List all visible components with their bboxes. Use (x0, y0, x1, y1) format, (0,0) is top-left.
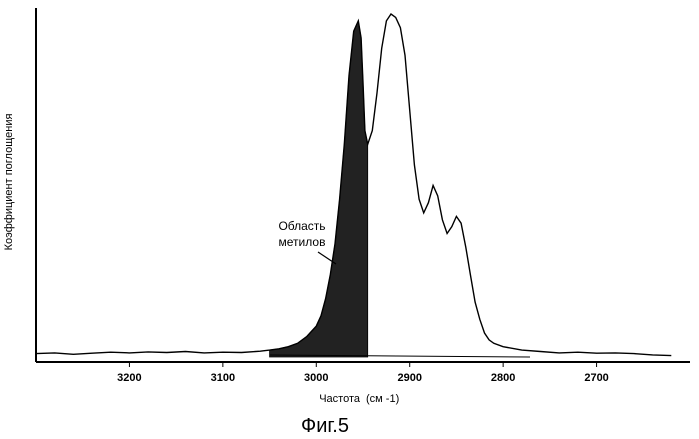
methyl-region-fill (270, 21, 368, 357)
x-tick-label: 3000 (304, 372, 328, 384)
figure-caption: Фиг.5 (301, 415, 349, 437)
x-axis-unit: (см -1) (366, 393, 399, 405)
annotation-line1: Область (278, 219, 325, 233)
x-tick-label: 3100 (211, 372, 235, 384)
x-axis-label: Частота (319, 393, 361, 405)
annotation-line2: метилов (279, 235, 326, 249)
x-tick-labels: 3200 3100 3000 2900 2800 2700 (117, 362, 609, 384)
y-axis-label: Коэффициент поглощения (3, 114, 15, 251)
x-tick-label: 2900 (397, 372, 421, 384)
x-tick-label: 2700 (584, 372, 608, 384)
x-tick-label: 3200 (117, 372, 141, 384)
x-tick-label: 2800 (491, 372, 515, 384)
